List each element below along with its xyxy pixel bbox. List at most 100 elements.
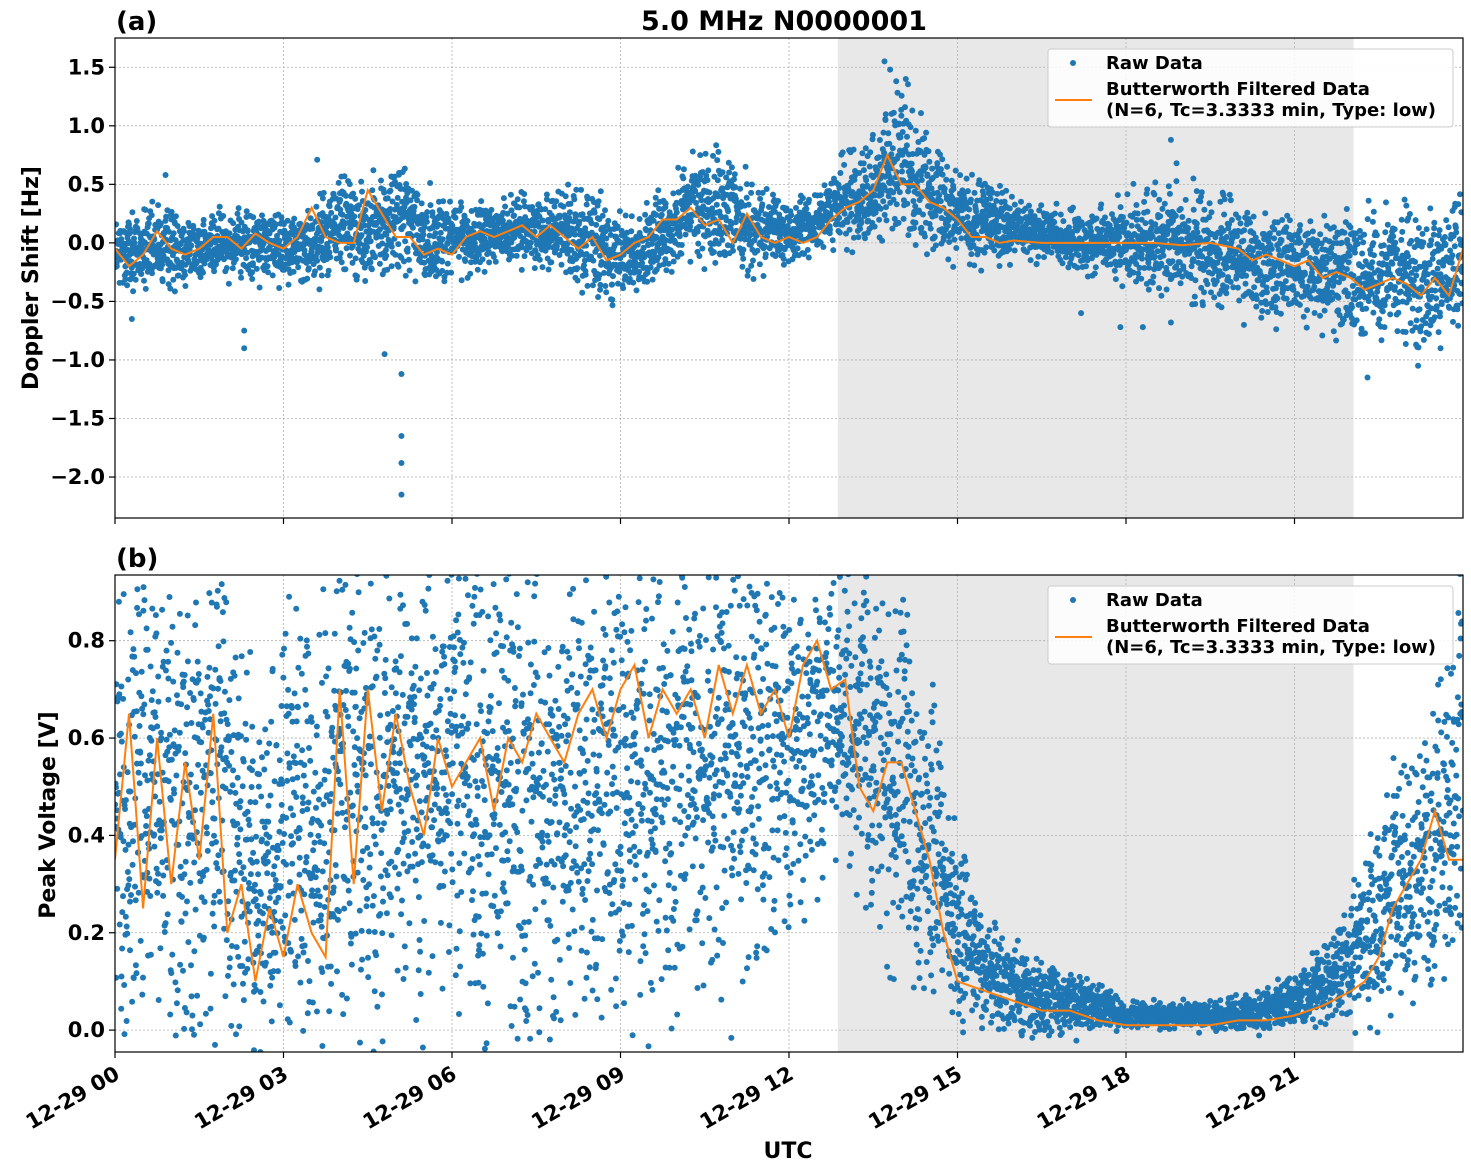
raw-data-point xyxy=(312,268,318,275)
raw-data-point xyxy=(581,262,587,269)
raw-data-point xyxy=(447,198,453,205)
raw-data-point xyxy=(305,265,312,272)
raw-data-point xyxy=(274,232,280,239)
raw-data-point xyxy=(1173,178,1180,185)
raw-data-point xyxy=(888,151,895,158)
raw-data-point xyxy=(883,217,890,224)
raw-data-point xyxy=(405,256,412,263)
raw-data-point xyxy=(1333,337,1340,344)
raw-data-point xyxy=(1123,246,1130,252)
raw-data-point xyxy=(411,203,418,210)
raw-data-point xyxy=(1284,212,1291,219)
raw-data-point xyxy=(675,164,682,171)
raw-data-point xyxy=(1124,191,1131,198)
raw-data-point xyxy=(1099,226,1106,233)
raw-data-point xyxy=(565,181,572,188)
raw-data-point xyxy=(170,276,177,283)
raw-data-point xyxy=(1311,283,1318,290)
raw-data-point xyxy=(427,180,434,186)
raw-data-point xyxy=(1340,316,1347,323)
raw-data-point xyxy=(1223,234,1230,240)
raw-data-point xyxy=(1274,219,1281,226)
raw-data-point xyxy=(830,247,837,254)
raw-data-point xyxy=(404,245,411,252)
raw-data-point xyxy=(1084,273,1091,280)
raw-data-point xyxy=(1116,234,1123,240)
raw-data-point xyxy=(710,152,716,159)
raw-data-point xyxy=(316,286,323,293)
raw-data-point xyxy=(319,195,326,202)
raw-data-point xyxy=(259,212,265,219)
raw-data-point xyxy=(579,211,586,218)
raw-data-point xyxy=(731,171,738,178)
raw-data-point xyxy=(383,247,389,253)
raw-data-point xyxy=(1394,255,1401,262)
raw-data-point xyxy=(651,249,658,256)
raw-data-point xyxy=(951,236,958,243)
raw-data-point xyxy=(244,249,251,256)
raw-data-point xyxy=(719,236,726,243)
raw-data-point xyxy=(905,188,912,195)
raw-data-point xyxy=(1152,179,1159,186)
raw-data-point xyxy=(1199,253,1206,260)
raw-data-point xyxy=(249,269,256,276)
raw-data-point xyxy=(166,228,172,235)
raw-data-point xyxy=(1373,232,1380,239)
raw-data-point xyxy=(504,210,511,217)
raw-data-point xyxy=(957,172,964,179)
raw-data-point xyxy=(1193,220,1200,227)
raw-data-point xyxy=(879,237,886,244)
raw-data-point xyxy=(843,246,850,253)
raw-data-point xyxy=(326,249,333,256)
raw-data-point xyxy=(609,296,616,303)
raw-data-point xyxy=(849,249,856,256)
raw-data-point xyxy=(1240,237,1247,244)
raw-data-point xyxy=(740,246,747,253)
raw-data-point xyxy=(1204,281,1211,288)
raw-data-point xyxy=(458,204,465,211)
raw-data-point xyxy=(543,196,550,203)
raw-data-point xyxy=(1343,206,1350,212)
raw-data-point xyxy=(157,220,164,227)
raw-data-point xyxy=(1383,199,1389,206)
raw-data-point xyxy=(770,191,776,198)
raw-data-point xyxy=(1141,198,1148,205)
raw-data-point xyxy=(1001,198,1008,205)
raw-data-point xyxy=(377,226,383,233)
raw-data-point xyxy=(414,191,421,198)
raw-data-point xyxy=(698,197,705,204)
raw-data-point xyxy=(931,233,938,240)
raw-data-point xyxy=(728,164,735,171)
raw-data-point xyxy=(797,232,804,239)
raw-data-point xyxy=(409,224,416,231)
raw-data-point xyxy=(1208,209,1215,216)
raw-data-point xyxy=(715,193,722,200)
raw-data-point xyxy=(748,181,755,188)
raw-data-point xyxy=(1075,252,1082,259)
raw-data-point xyxy=(1286,217,1293,224)
raw-data-point xyxy=(756,261,763,268)
raw-data-point xyxy=(197,274,204,281)
raw-data-point xyxy=(1395,309,1402,316)
raw-data-point xyxy=(728,221,735,227)
raw-data-point xyxy=(1165,183,1172,190)
raw-data-point xyxy=(591,209,598,216)
raw-data-point xyxy=(499,248,506,255)
raw-data-point xyxy=(1328,244,1335,251)
raw-data-point xyxy=(531,265,538,272)
raw-data-point xyxy=(548,259,555,266)
raw-data-point xyxy=(229,265,236,272)
raw-data-point xyxy=(713,201,720,208)
raw-data-point xyxy=(566,209,573,216)
raw-data-point xyxy=(1198,189,1205,196)
raw-data-point xyxy=(699,245,706,252)
raw-data-point xyxy=(640,244,647,251)
raw-data-point xyxy=(702,150,709,157)
raw-data-point xyxy=(132,276,139,283)
raw-data-point xyxy=(1316,277,1323,284)
raw-data-point xyxy=(637,233,644,240)
raw-data-point xyxy=(794,245,801,252)
raw-data-point xyxy=(1308,295,1315,302)
raw-data-point xyxy=(124,282,131,289)
raw-data-point xyxy=(464,218,471,224)
